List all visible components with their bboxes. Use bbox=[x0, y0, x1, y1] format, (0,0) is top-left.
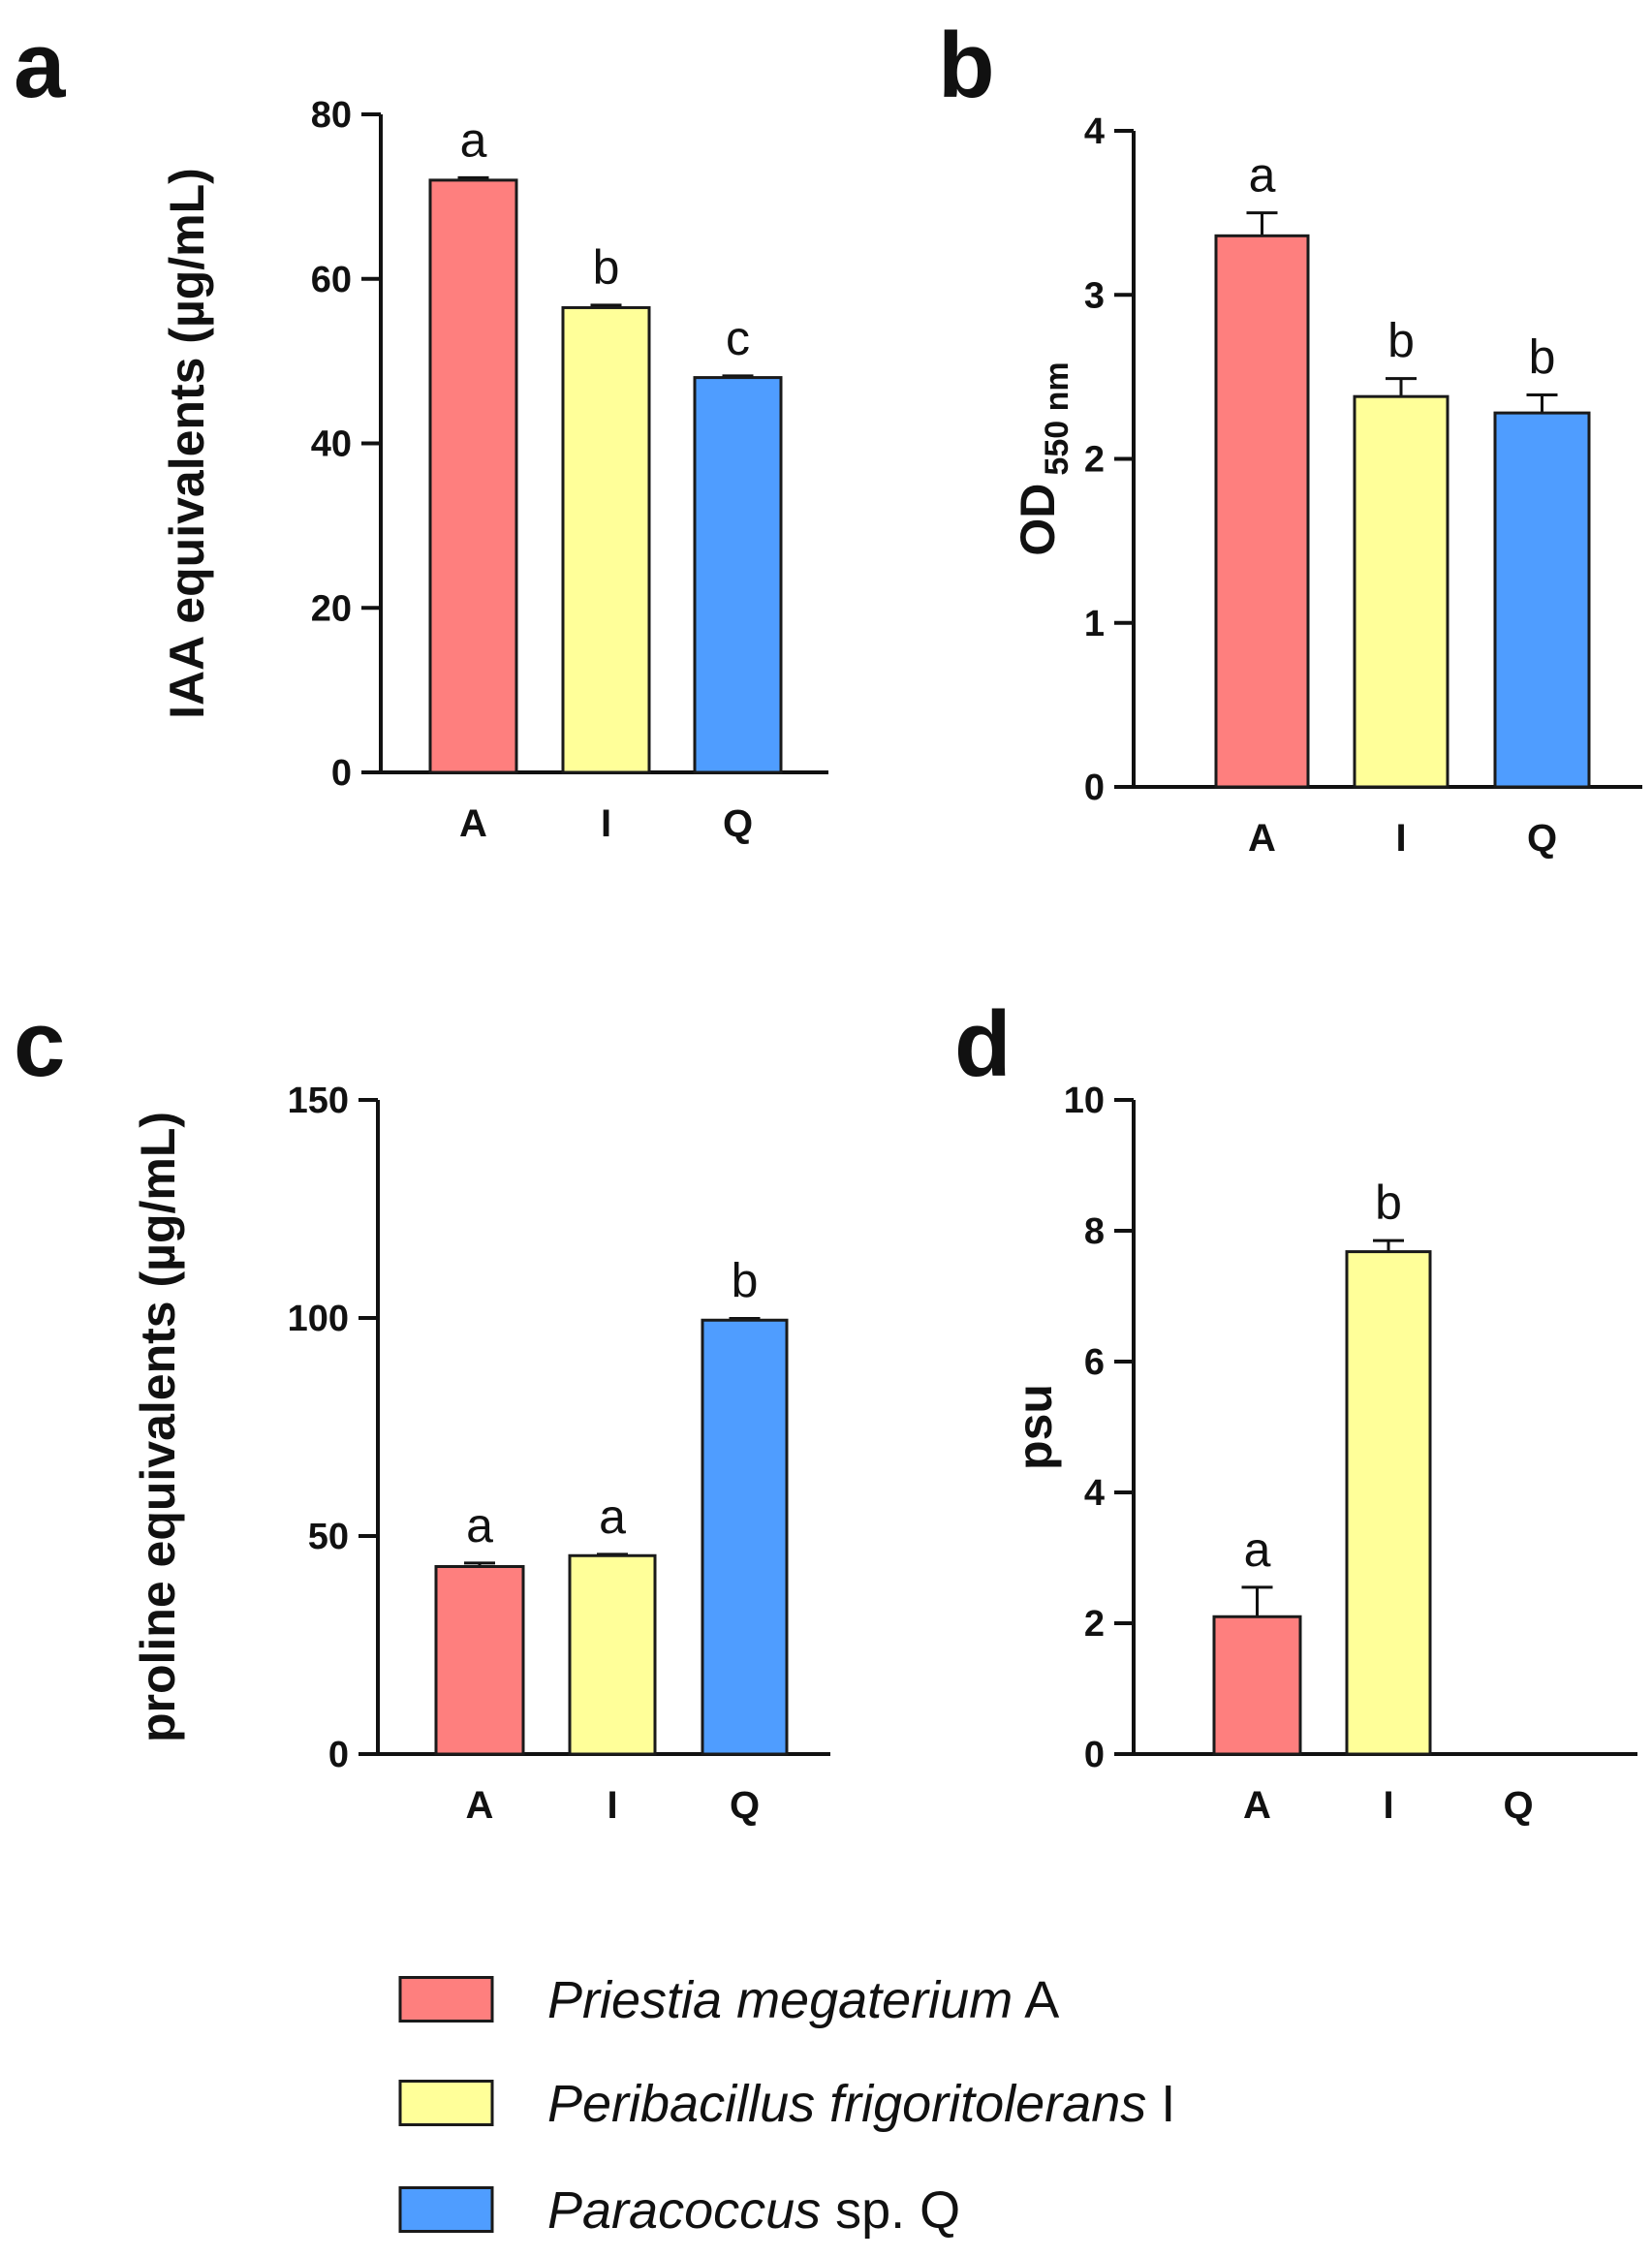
bar-I bbox=[1345, 1250, 1432, 1756]
y-tick-label: 100 bbox=[288, 1299, 349, 1339]
panel-d: d 0 2 4 6 8 10 psu a Ab I Q bbox=[954, 992, 1637, 1827]
bar-Q bbox=[1493, 411, 1591, 789]
legend-strain: I bbox=[1146, 2075, 1175, 2133]
x-tick-label-I: I bbox=[1383, 1784, 1393, 1827]
significance-letter-A: a bbox=[1249, 148, 1276, 203]
y-tick-label: 4 bbox=[1084, 1473, 1105, 1514]
significance-letter-Q: b bbox=[1529, 329, 1556, 384]
legend-swatch bbox=[398, 1976, 494, 2023]
bar-Q bbox=[693, 376, 783, 774]
y-tick-label: 0 bbox=[1084, 768, 1105, 808]
x-tick-label-I: I bbox=[1395, 817, 1406, 860]
y-tick-label: 2 bbox=[1084, 440, 1105, 481]
y-tick-label: 0 bbox=[328, 1735, 349, 1775]
panel-letter: a bbox=[14, 14, 66, 117]
legend-item-Q: Paracoccus sp. Q bbox=[398, 2181, 960, 2240]
legend-label: Paracoccus sp. Q bbox=[547, 2181, 960, 2240]
y-axis-title-subscript: 550 nm bbox=[1039, 361, 1075, 475]
significance-letter-I: b bbox=[1375, 1176, 1402, 1230]
x-tick-label-I: I bbox=[607, 1784, 617, 1827]
panel-letter: c bbox=[14, 992, 65, 1096]
y-tick-label: 60 bbox=[311, 260, 352, 300]
significance-letter-A: a bbox=[1244, 1522, 1271, 1577]
y-axis-title: proline equivalents (µg/mL) bbox=[131, 1112, 185, 1742]
legend-species: Priestia megaterium bbox=[547, 1971, 1013, 2029]
bar-I bbox=[568, 1553, 657, 1756]
panel-b: b 0 1 2 3 4 OD550 nm a Ab Ib Q bbox=[938, 14, 1642, 860]
y-axis-title: OD550 nm bbox=[1011, 361, 1075, 555]
y-tick-label: 4 bbox=[1084, 111, 1105, 152]
legend-strain: A bbox=[1013, 1971, 1059, 2029]
x-tick-label-A: A bbox=[1248, 817, 1276, 860]
x-tick-label-I: I bbox=[601, 802, 611, 845]
legend-swatch bbox=[398, 2186, 494, 2233]
bar-A bbox=[1214, 234, 1310, 789]
legend-swatch bbox=[398, 2080, 494, 2126]
significance-letter-I: b bbox=[1387, 314, 1415, 368]
x-tick-label-Q: Q bbox=[1503, 1784, 1533, 1827]
y-tick-label: 50 bbox=[308, 1517, 349, 1557]
y-tick-label: 6 bbox=[1084, 1342, 1105, 1383]
bar-I bbox=[561, 305, 651, 774]
legend-label: Priestia megaterium A bbox=[547, 1971, 1059, 2029]
y-tick-label: 0 bbox=[331, 753, 352, 794]
y-tick-label: 40 bbox=[311, 424, 352, 465]
significance-letter-I: a bbox=[599, 1490, 626, 1544]
y-tick-label: 0 bbox=[1084, 1735, 1105, 1775]
x-tick-label-Q: Q bbox=[1527, 817, 1557, 860]
y-tick-label: 1 bbox=[1084, 604, 1105, 644]
panel-letter: d bbox=[954, 992, 1012, 1096]
y-tick-label: 20 bbox=[311, 588, 352, 629]
significance-letter-Q: c bbox=[726, 311, 750, 365]
legend-label: Peribacillus frigoritolerans I bbox=[547, 2075, 1175, 2133]
y-tick-label: 150 bbox=[288, 1081, 349, 1121]
legend-species: Peribacillus frigoritolerans bbox=[547, 2075, 1146, 2133]
y-tick-label: 2 bbox=[1084, 1604, 1105, 1645]
y-tick-label: 3 bbox=[1084, 275, 1105, 316]
panel-letter: b bbox=[938, 14, 995, 117]
bar-A bbox=[428, 178, 518, 774]
y-tick-label: 8 bbox=[1084, 1211, 1105, 1252]
significance-letter-A: a bbox=[466, 1498, 493, 1552]
bar-Q bbox=[701, 1318, 789, 1756]
bar-A bbox=[434, 1565, 525, 1756]
x-tick-label-A: A bbox=[459, 802, 487, 845]
y-tick-label: 10 bbox=[1064, 1081, 1105, 1121]
x-tick-label-Q: Q bbox=[723, 802, 753, 845]
legend-item-I: Peribacillus frigoritolerans I bbox=[398, 2075, 1175, 2133]
legend-species: Paracoccus bbox=[547, 2181, 821, 2240]
bar-I bbox=[1353, 394, 1449, 789]
significance-letter-I: b bbox=[593, 240, 620, 295]
x-tick-label-A: A bbox=[466, 1784, 494, 1827]
x-tick-label-Q: Q bbox=[730, 1784, 760, 1827]
bar-A bbox=[1212, 1615, 1302, 1756]
y-axis-title: IAA equivalents (µg/mL) bbox=[160, 168, 214, 719]
x-tick-label-A: A bbox=[1243, 1784, 1271, 1827]
legend: Priestia megaterium A Peribacillus frigor… bbox=[398, 1971, 1175, 2240]
panel-c: c 0 50 100 150 proline equivalents (µg/mL) a Aa… bbox=[14, 992, 830, 1827]
y-axis-title: psu bbox=[1008, 1384, 1062, 1470]
significance-letter-A: a bbox=[460, 112, 487, 167]
legend-item-A: Priestia megaterium A bbox=[398, 1971, 1059, 2029]
y-tick-label: 80 bbox=[311, 95, 352, 136]
legend-strain: sp. Q bbox=[821, 2181, 960, 2240]
panel-a: a 0 20 40 60 80 IAA equivalents (µg/mL) a Ab Ic Q bbox=[14, 14, 828, 845]
significance-letter-Q: b bbox=[732, 1253, 759, 1307]
